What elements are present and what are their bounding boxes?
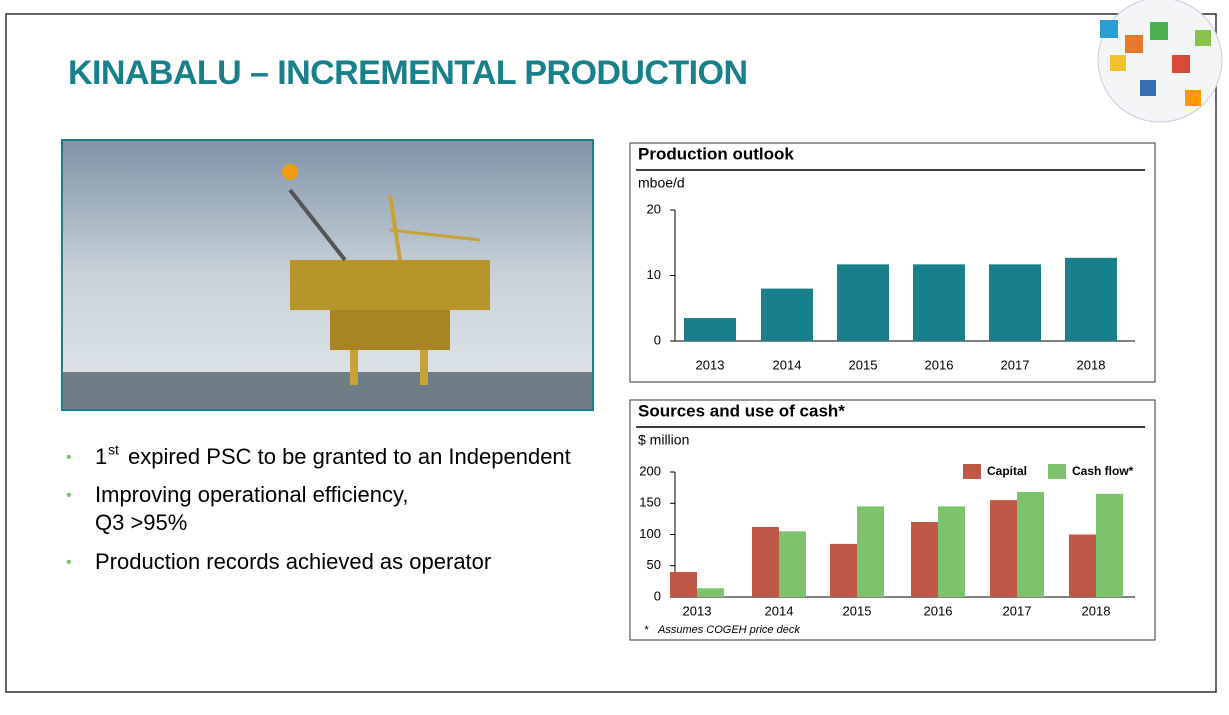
footnote-text: Assumes COGEH price deck — [657, 624, 800, 636]
footnote-marker: * — [644, 624, 649, 636]
bullet-marker: • — [66, 487, 72, 504]
bullet-text: Q3 >95% — [95, 510, 187, 535]
y-tick-label: 200 — [639, 463, 661, 478]
bar — [1017, 492, 1044, 597]
bullet-text: 1 — [95, 444, 107, 469]
x-tick-label: 2014 — [765, 603, 794, 618]
x-tick-label: 2018 — [1082, 603, 1111, 618]
bar — [857, 506, 884, 597]
bullet-marker: • — [66, 449, 72, 466]
legend-swatch — [1048, 464, 1066, 479]
bullet-text: expired PSC to be granted to an Independ… — [128, 444, 571, 469]
x-tick-label: 2013 — [696, 357, 725, 372]
bar — [938, 506, 965, 597]
y-tick-label: 50 — [647, 557, 661, 572]
x-tick-label: 2013 — [683, 603, 712, 618]
photo — [61, 139, 594, 411]
x-tick-label: 2017 — [1003, 603, 1032, 618]
y-tick-label: 100 — [639, 526, 661, 541]
bar — [684, 318, 736, 341]
bar — [1069, 534, 1096, 597]
chart-title: Sources and use of cash* — [638, 401, 845, 420]
chart: Sources and use of cash* $ million 0 50 100 1… — [629, 399, 1156, 641]
y-tick-label: 10 — [647, 267, 661, 282]
bar — [830, 543, 857, 597]
y-tick-label: 150 — [639, 495, 661, 510]
charts: Production outlook mboe/d 0 10 20 2013 2014 201… — [629, 142, 1156, 641]
bullet-superscript: st — [108, 442, 119, 458]
slide-border — [5, 13, 1217, 693]
bar — [837, 264, 889, 341]
chart-title: Production outlook — [638, 144, 794, 163]
bar — [670, 572, 697, 597]
bar — [913, 264, 965, 341]
bar — [990, 500, 1017, 597]
chart: Production outlook mboe/d 0 10 20 2013 2014 201… — [629, 142, 1156, 383]
x-tick-label: 2015 — [843, 603, 872, 618]
y-axis-label: mboe/d — [638, 175, 685, 191]
x-tick-label: 2017 — [1001, 357, 1030, 372]
bullet-marker: • — [66, 554, 72, 571]
bar — [1065, 257, 1117, 341]
legend-swatch — [963, 464, 981, 479]
bar — [911, 522, 938, 597]
bar — [761, 288, 813, 341]
bullet-text: Improving operational efficiency, — [95, 482, 408, 507]
bar — [779, 531, 806, 597]
legend-label: Capital — [987, 464, 1027, 478]
x-tick-label: 2014 — [773, 357, 802, 372]
logo-globe — [1097, 0, 1223, 123]
bar — [697, 588, 724, 597]
x-tick-label: 2018 — [1077, 357, 1106, 372]
x-tick-label: 2015 — [849, 357, 878, 372]
y-axis-label: $ million — [638, 432, 689, 448]
x-tick-label: 2016 — [925, 357, 954, 372]
chart-frame — [629, 399, 1156, 641]
y-tick-label: 20 — [647, 201, 661, 216]
y-tick-label: 0 — [654, 332, 661, 347]
slide-title: KINABALU – INCREMENTAL PRODUCTION — [68, 54, 748, 92]
y-tick-label: 0 — [654, 588, 661, 603]
bullet-text: Production records achieved as operator — [95, 549, 491, 574]
x-tick-label: 2016 — [924, 603, 953, 618]
bar — [752, 527, 779, 597]
bar — [1096, 493, 1123, 597]
legend-label: Cash flow* — [1072, 464, 1134, 478]
bar — [989, 264, 1041, 341]
